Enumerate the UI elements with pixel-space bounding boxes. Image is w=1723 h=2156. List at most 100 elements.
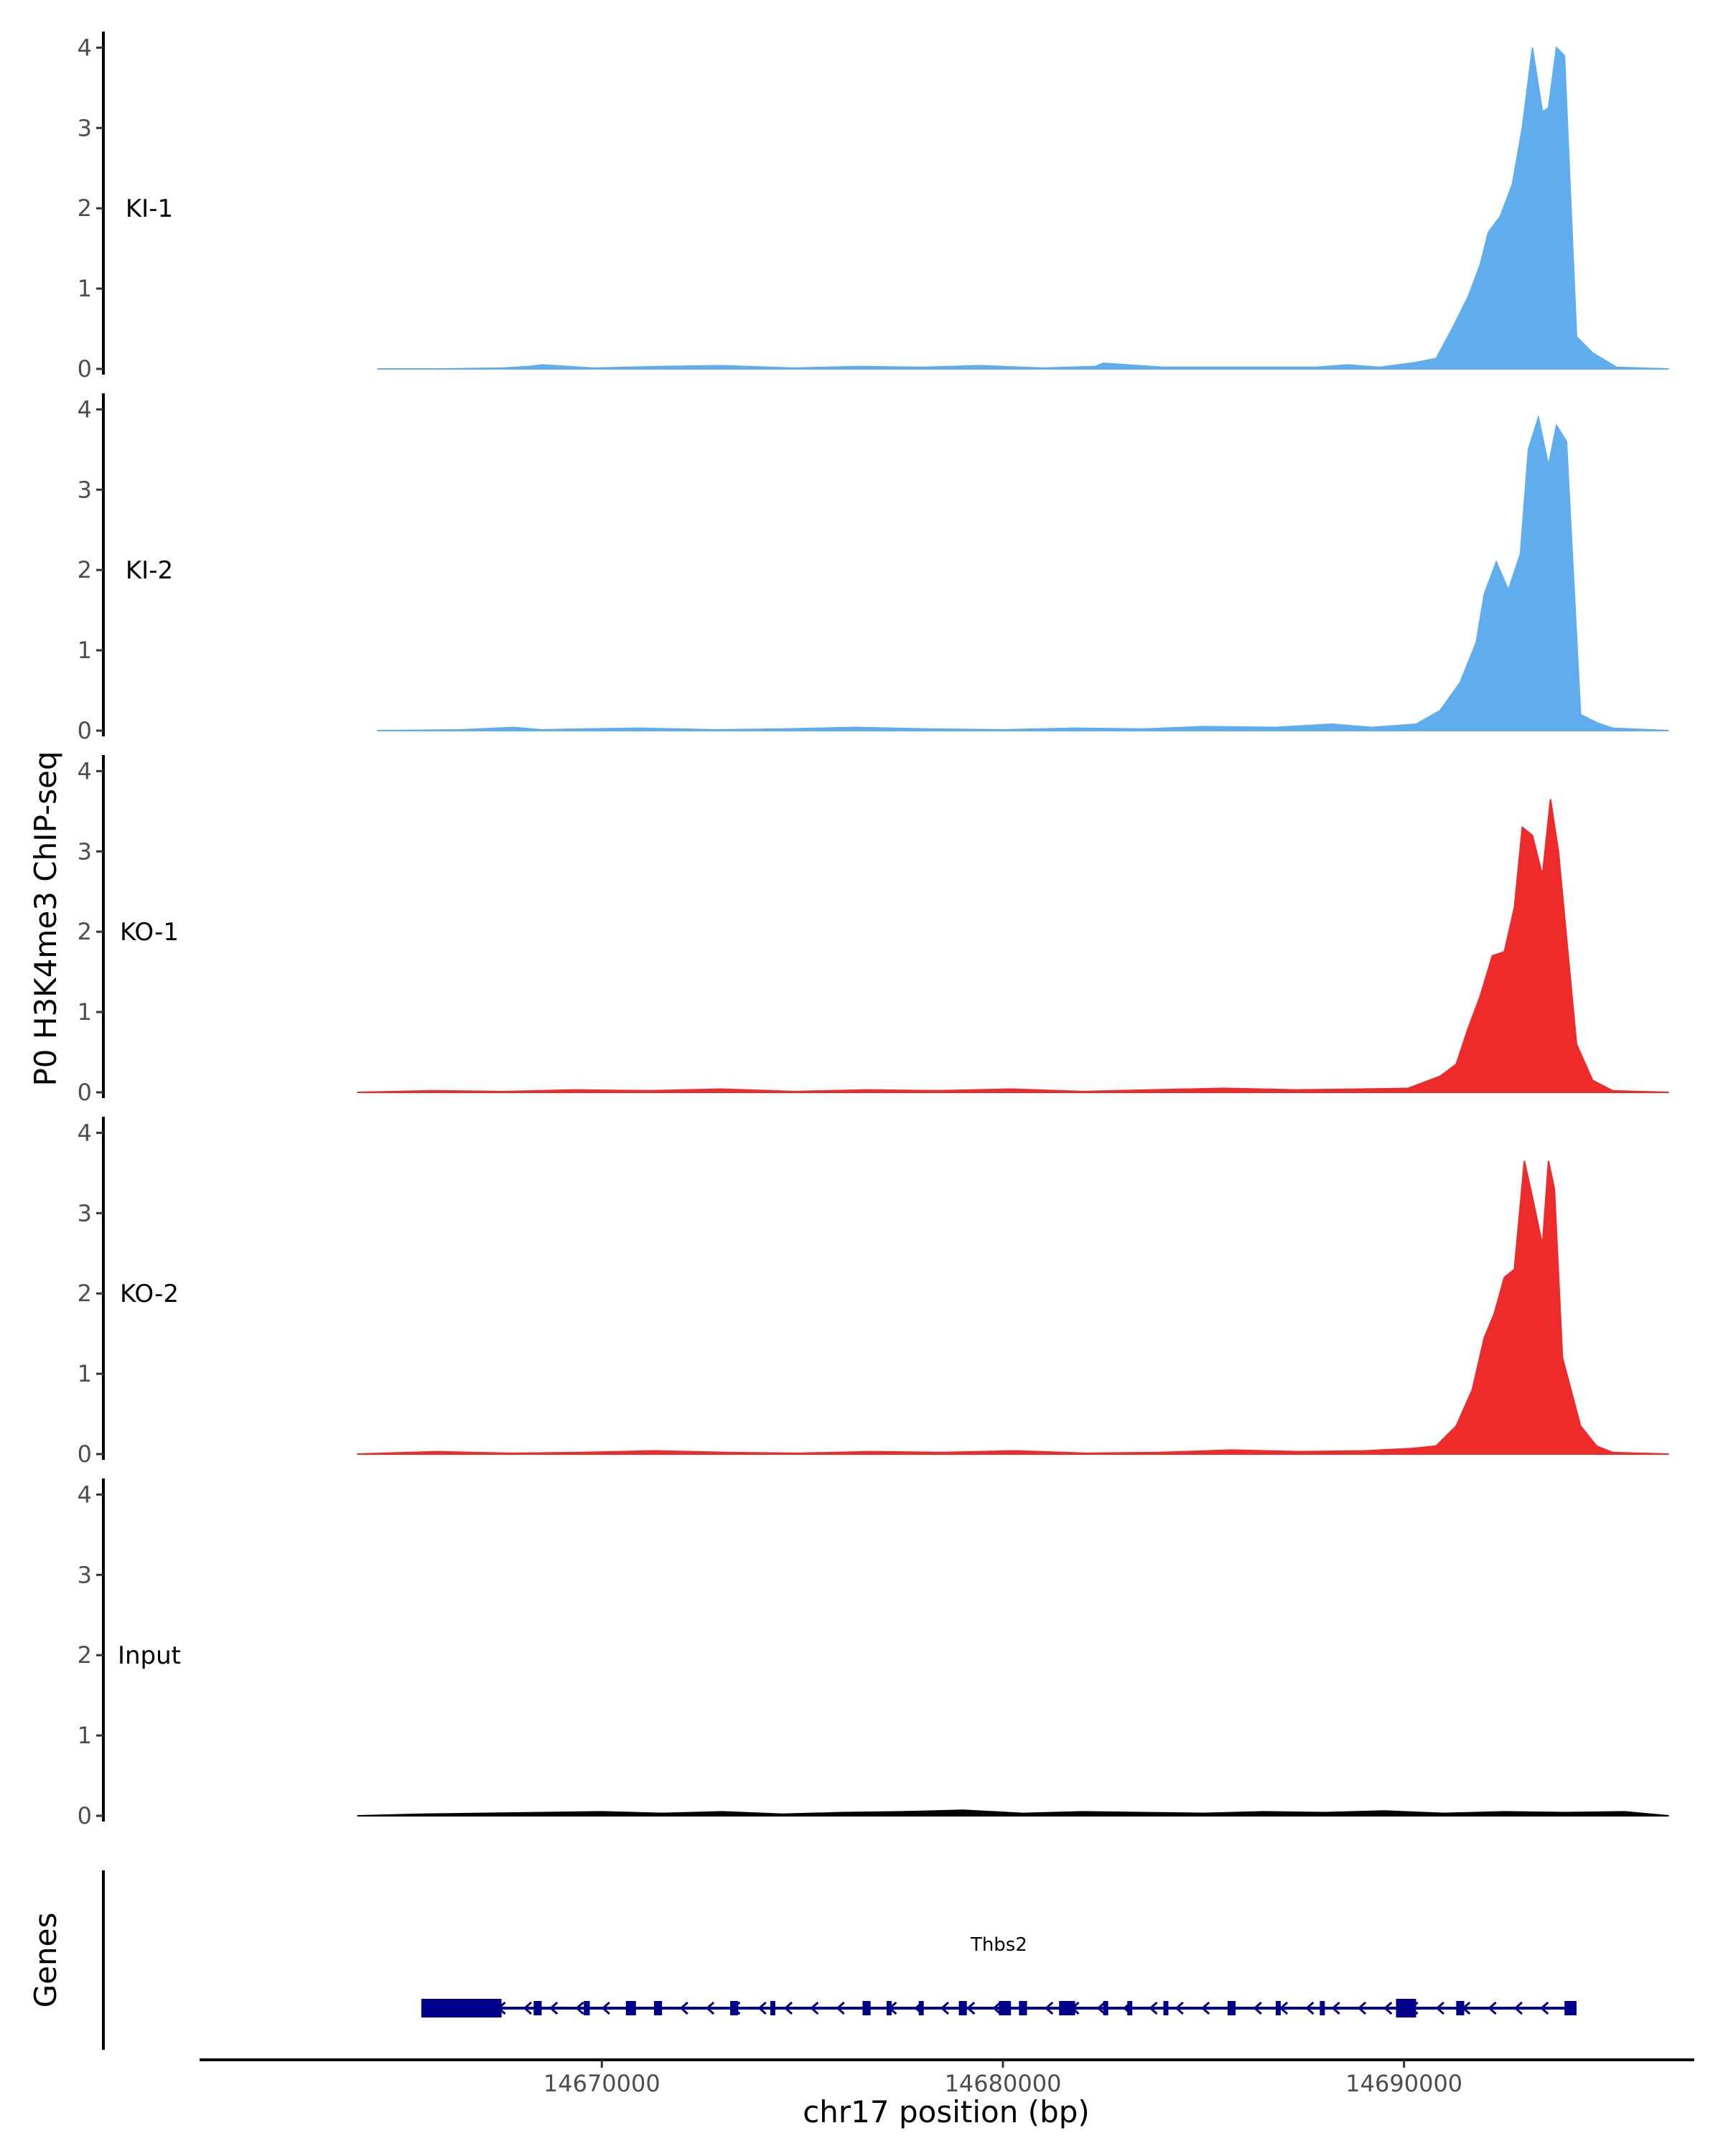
y-tick-label: 1 bbox=[78, 275, 92, 302]
y-tick-label: 3 bbox=[78, 1199, 92, 1227]
track-input: 0 1 2 3 4 Input bbox=[78, 1478, 1669, 1829]
strand-arrow bbox=[1279, 2001, 1289, 2015]
exon bbox=[1059, 2001, 1075, 2015]
y-tick-label: 2 bbox=[78, 556, 92, 583]
y-tick-label: 3 bbox=[78, 476, 92, 503]
exon bbox=[1275, 2001, 1281, 2015]
y-tick-label: 3 bbox=[78, 1561, 92, 1588]
strand-arrow bbox=[601, 2001, 610, 2015]
strand-arrow bbox=[1305, 2001, 1315, 2015]
y-tick-label: 4 bbox=[78, 34, 92, 61]
strand-arrow bbox=[1513, 2001, 1523, 2015]
y-tick-label: 0 bbox=[78, 1079, 92, 1106]
y-tick-label: 2 bbox=[78, 1641, 92, 1669]
strand-arrow bbox=[1175, 2001, 1184, 2015]
exon bbox=[958, 2001, 967, 2015]
strand-arrow bbox=[992, 2001, 1001, 2015]
x-tick-label: 14670000 bbox=[543, 2070, 660, 2097]
exon bbox=[1103, 2001, 1108, 2015]
gene-track: Genes Thbs2 bbox=[28, 1870, 1577, 2050]
y-tick-label: 1 bbox=[78, 637, 92, 664]
y-tick-label: 1 bbox=[78, 1360, 92, 1387]
track-ko-1: 0 1 2 3 4 KO-1 bbox=[78, 755, 1669, 1106]
y-tick-label: 0 bbox=[78, 1440, 92, 1468]
y-tick-label: 0 bbox=[78, 717, 92, 744]
gene-name: Thbs2 bbox=[970, 1934, 1027, 1956]
exon bbox=[1019, 2001, 1027, 2015]
strand-arrow bbox=[523, 2001, 532, 2015]
strand-arrow bbox=[1253, 2001, 1262, 2015]
exon bbox=[584, 2001, 590, 2015]
y-tick-label: 3 bbox=[78, 114, 92, 141]
strand-arrow bbox=[940, 2001, 949, 2015]
strand-arrow bbox=[1488, 2001, 1497, 2015]
signal-area bbox=[377, 414, 1669, 731]
y-tick-label: 2 bbox=[78, 194, 92, 222]
strand-arrow bbox=[1357, 2001, 1367, 2015]
y-tick-label: 4 bbox=[78, 757, 92, 784]
track-ki-2: 0 1 2 3 4 KI-2 bbox=[78, 393, 1669, 744]
exon bbox=[999, 2001, 1012, 2015]
y-tick-label: 1 bbox=[78, 1722, 92, 1749]
x-tick-label: 14680000 bbox=[945, 2070, 1062, 2097]
track-ki-1: 0 1 2 3 4 KI-1 bbox=[78, 32, 1669, 383]
signal-area bbox=[357, 1809, 1669, 1817]
y-tick-label: 4 bbox=[78, 1119, 92, 1146]
track-label: KO-1 bbox=[120, 918, 179, 947]
exon bbox=[653, 2001, 663, 2015]
exon bbox=[770, 2001, 775, 2015]
exon bbox=[918, 2001, 924, 2015]
strand-arrow bbox=[1096, 2001, 1106, 2015]
exon bbox=[421, 1999, 502, 2017]
exon bbox=[625, 2001, 636, 2015]
y-tick-label: 2 bbox=[78, 918, 92, 945]
y-tick-label: 3 bbox=[78, 838, 92, 865]
exon bbox=[886, 2001, 892, 2015]
y-tick-label: 2 bbox=[78, 1280, 92, 1307]
strand-arrow bbox=[1200, 2001, 1210, 2015]
strand-arrow bbox=[705, 2001, 715, 2015]
strand-arrow bbox=[836, 2001, 845, 2015]
x-axis: 14670000 14680000 14690000 bbox=[200, 2058, 1694, 2097]
y-tick-label: 0 bbox=[78, 355, 92, 383]
y-tick-label: 1 bbox=[78, 998, 92, 1026]
y-axis-title: P0 H3K4me3 ChIP-seq bbox=[28, 751, 63, 1086]
strand-arrow bbox=[757, 2001, 767, 2015]
signal-area bbox=[357, 1161, 1669, 1455]
strand-arrow bbox=[548, 2001, 559, 2015]
exon bbox=[1456, 2001, 1465, 2015]
y-tick-label: 0 bbox=[78, 1802, 92, 1829]
exon bbox=[1320, 2001, 1325, 2015]
strand-arrow bbox=[1045, 2001, 1054, 2015]
exon bbox=[730, 2001, 739, 2015]
x-tick-label: 14690000 bbox=[1345, 2070, 1462, 2097]
exon bbox=[1227, 2001, 1236, 2015]
strand-arrow bbox=[810, 2001, 819, 2015]
strand-arrow bbox=[575, 2001, 584, 2015]
track-label: KO-2 bbox=[120, 1280, 179, 1308]
exon bbox=[1396, 1999, 1416, 2017]
strand-arrow bbox=[1331, 2001, 1340, 2015]
signal-area bbox=[377, 46, 1669, 370]
track-label: Input bbox=[118, 1641, 181, 1670]
y-tick-label: 4 bbox=[78, 395, 92, 423]
strand-arrow bbox=[966, 2001, 976, 2015]
strand-arrow bbox=[1540, 2001, 1549, 2015]
y-tick-label: 4 bbox=[78, 1481, 92, 1508]
exon bbox=[862, 2001, 871, 2015]
strand-arrow bbox=[1149, 2001, 1158, 2015]
track-label: KI-2 bbox=[126, 556, 173, 585]
exon bbox=[533, 2001, 542, 2015]
gene-track-title: Genes bbox=[28, 1913, 63, 2008]
strand-arrow bbox=[783, 2001, 793, 2015]
signal-area bbox=[357, 799, 1669, 1093]
exon bbox=[1163, 2001, 1169, 2015]
track-ko-2: 0 1 2 3 4 KO-2 bbox=[78, 1117, 1669, 1468]
strand-arrow bbox=[679, 2001, 688, 2015]
strand-arrow bbox=[1435, 2001, 1445, 2015]
track-label: KI-1 bbox=[126, 194, 173, 223]
x-axis-title: chr17 position (bp) bbox=[803, 2094, 1090, 2129]
exon bbox=[1564, 2001, 1577, 2015]
strand-arrow bbox=[1383, 2001, 1393, 2015]
